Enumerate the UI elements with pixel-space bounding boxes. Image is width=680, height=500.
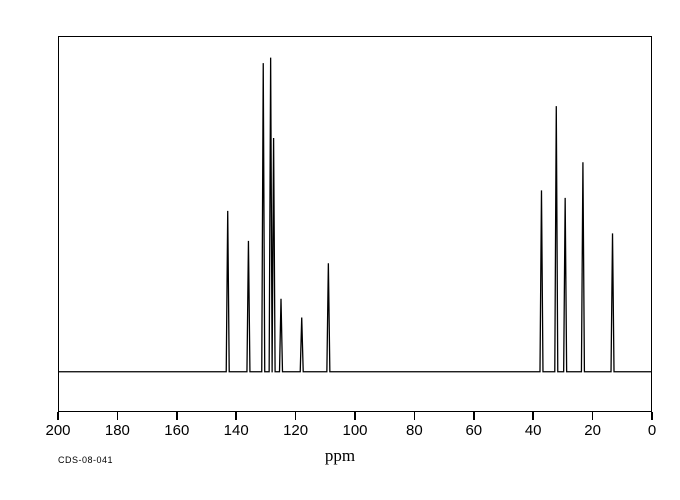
x-axis-title: ppm	[325, 446, 355, 466]
x-tick-label: 120	[283, 422, 308, 439]
x-axis-labels: 200180160140120100806040200	[58, 422, 652, 442]
x-tick-label: 100	[342, 422, 367, 439]
x-axis-ticks	[58, 412, 652, 422]
x-tick	[57, 412, 59, 420]
x-tick	[592, 412, 594, 420]
nmr-spectrum-plot	[58, 36, 652, 412]
x-tick-label: 160	[164, 422, 189, 439]
x-tick	[473, 412, 475, 420]
x-tick	[414, 412, 416, 420]
x-tick	[117, 412, 119, 420]
x-tick-label: 200	[45, 422, 70, 439]
sample-code-label: CDS-08-041	[58, 455, 113, 465]
x-tick	[235, 412, 237, 420]
x-tick-label: 140	[224, 422, 249, 439]
x-tick	[532, 412, 534, 420]
x-tick-label: 40	[525, 422, 542, 439]
x-tick	[354, 412, 356, 420]
x-tick-label: 180	[105, 422, 130, 439]
x-tick	[176, 412, 178, 420]
x-tick	[651, 412, 653, 420]
x-tick-label: 60	[465, 422, 482, 439]
x-tick	[295, 412, 297, 420]
x-tick-label: 80	[406, 422, 423, 439]
x-tick-label: 0	[648, 422, 656, 439]
spectrum-svg	[59, 37, 651, 411]
x-tick-label: 20	[584, 422, 601, 439]
